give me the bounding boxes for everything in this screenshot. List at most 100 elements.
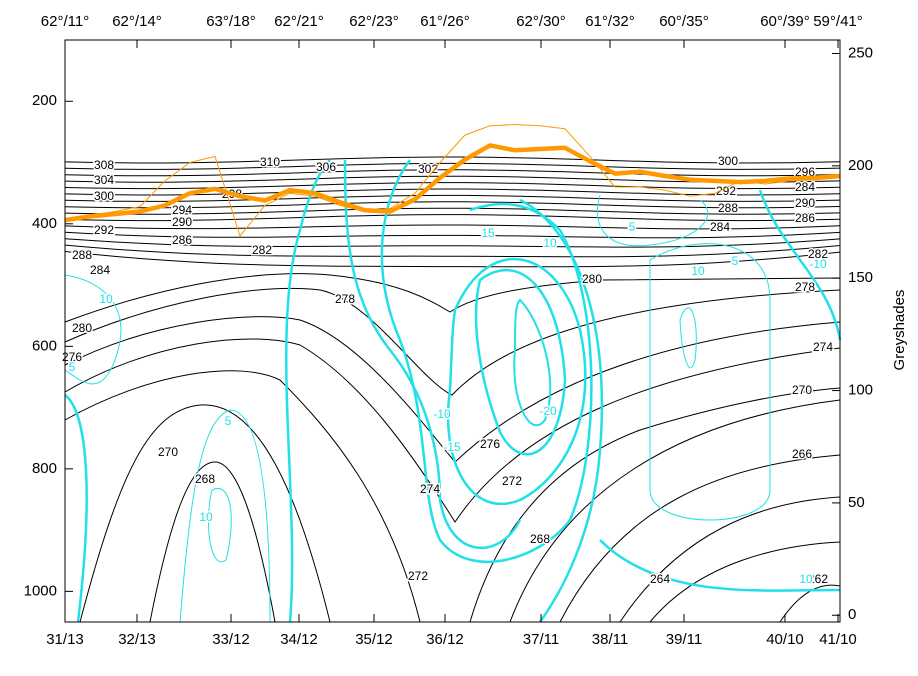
isentrope [64, 182, 841, 190]
isentrope [64, 156, 841, 164]
y2-tick-label: 250 [848, 44, 873, 61]
frame [64, 39, 841, 623]
isentrope-label: 276 [480, 437, 500, 451]
isotach [649, 243, 771, 521]
x-tick-label: 35/12 [355, 631, 393, 648]
isotach-label: -10 [433, 407, 451, 421]
top-label: 62°/21° [274, 13, 324, 30]
isentrope [64, 288, 841, 396]
isentrope-label: 282 [808, 247, 828, 261]
y2-tick-label: 200 [848, 157, 873, 174]
isotach [758, 189, 842, 341]
isotach [64, 394, 88, 623]
isotach [599, 539, 841, 592]
isentrope [149, 461, 276, 623]
isentrope-label: 284 [795, 180, 815, 194]
top-label: 62°/30° [516, 13, 566, 30]
isentrope-label: 274 [420, 482, 440, 496]
isentrope-label: 268 [195, 472, 215, 486]
isentrope [649, 541, 841, 623]
isentrope [64, 338, 841, 523]
isentrope-label: 264 [650, 572, 670, 586]
isentrope-label: 292 [716, 184, 736, 198]
isentrope-label: 268 [530, 532, 550, 546]
isentrope-label: 304 [94, 173, 114, 187]
y2-tick-label: 50 [848, 494, 865, 511]
isentrope-label: 286 [172, 233, 192, 247]
x-tick-label: 31/13 [46, 631, 84, 648]
y-tick-label: 200 [32, 92, 57, 109]
isentrope-label: 270 [792, 383, 812, 397]
isotach-label: 5 [225, 414, 232, 428]
isentrope [64, 273, 841, 323]
isentrope-label: 290 [172, 215, 192, 229]
isentrope [64, 207, 841, 215]
isotach [513, 298, 552, 427]
isotach [285, 159, 331, 623]
isotach-label: 10 [691, 264, 705, 278]
isotach [380, 159, 593, 563]
orange-line [64, 124, 841, 237]
isotach-label: 10 [99, 292, 113, 306]
isentrope [64, 316, 841, 463]
isentrope-label: 288 [72, 248, 92, 262]
isotach-label: 5 [629, 220, 636, 234]
isotach-label: 10 [543, 236, 557, 250]
isentrope-label: 272 [502, 474, 522, 488]
isentrope [64, 194, 841, 202]
isentrope [64, 162, 841, 170]
isentrope-label: 284 [90, 263, 110, 277]
x-tick-label: 40/10 [766, 631, 804, 648]
x-tick-label: 36/12 [426, 631, 464, 648]
top-label: 62°/11° [41, 13, 89, 30]
isotach [179, 409, 271, 623]
isentrope-label: 302 [418, 162, 438, 176]
isotach [679, 307, 697, 369]
plot-area: 3083043002922882842802762942902862822983… [60, 124, 842, 623]
y2-tick-label: 0 [848, 606, 856, 623]
top-label: 61°/26° [420, 13, 470, 30]
top-label: 59°/41° [813, 13, 863, 30]
top-label: 60°/39° [760, 13, 810, 30]
x-tick-label: 38/11 [592, 631, 628, 648]
isentrope-label: 310 [260, 155, 280, 169]
isotach-label: 5 [732, 254, 739, 268]
isotach-label: -15 [443, 440, 461, 454]
isentrope-label: 284 [710, 220, 730, 234]
x-tick-label: 39/11 [666, 631, 702, 648]
top-label: 60°/35° [659, 13, 709, 30]
isentrope-label: 274 [813, 340, 833, 354]
isotach [519, 198, 604, 623]
isentrope-label: 278 [335, 292, 355, 306]
x-tick-label: 37/11 [523, 631, 559, 648]
isentrope-label: 300 [94, 189, 114, 203]
isentrope-label: 266 [792, 447, 812, 461]
y2-axis-label: Greyshades [891, 290, 908, 371]
isentrope-label: 272 [408, 569, 428, 583]
isentrope-label: 262 [808, 572, 828, 586]
isentrope [64, 238, 841, 248]
isentrope-label: 292 [94, 223, 114, 237]
y-tick-label: 1000 [24, 582, 57, 599]
isotach-label: -20 [539, 404, 557, 418]
isentrope [559, 454, 841, 623]
x-tick-label: 41/10 [819, 631, 857, 648]
isentrope [64, 201, 841, 209]
isotach-label: 10 [199, 510, 213, 524]
isentrope-label: 290 [795, 196, 815, 210]
isotach [64, 274, 122, 385]
isotach [474, 268, 567, 456]
isotach-label: 5 [69, 360, 76, 374]
isentrope [64, 224, 841, 230]
isentrope-label: 278 [795, 280, 815, 294]
isentrope-label: 300 [718, 154, 738, 168]
y2-tick-label: 100 [848, 382, 873, 399]
top-label: 62°/14° [112, 13, 162, 30]
isotach [446, 257, 587, 506]
isentrope [64, 370, 421, 623]
isentrope-label: 280 [72, 321, 92, 335]
top-label: 62°/23° [349, 13, 399, 30]
y2-tick-label: 150 [848, 269, 873, 286]
isentrope-label: 280 [582, 272, 602, 286]
